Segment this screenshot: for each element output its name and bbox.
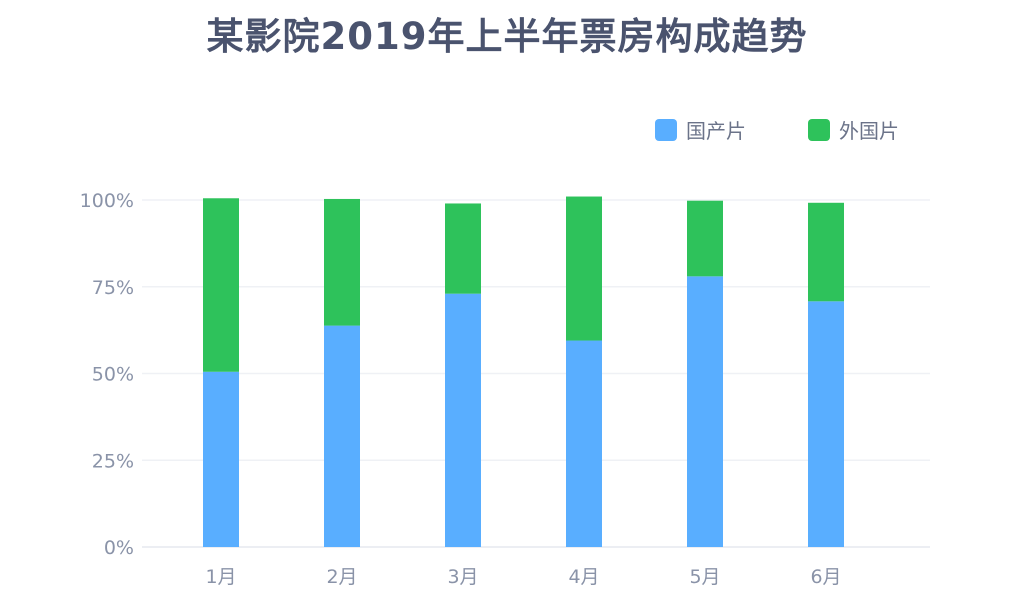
legend-label: 外国片	[839, 119, 899, 143]
y-axis-ticks: 0% 25% 50% 75% 100%	[80, 190, 134, 559]
y-tick-label: 25%	[92, 450, 134, 472]
chart-title: 某影院2019年上半年票房构成趋势	[206, 15, 808, 58]
bar-domestic	[687, 276, 723, 547]
legend-swatch	[808, 119, 830, 141]
x-axis-ticks: 1月 2月 3月 4月 5月 6月	[205, 566, 841, 588]
x-tick-label: 4月	[568, 566, 599, 588]
grid-lines	[142, 199, 930, 548]
bar-domestic	[324, 325, 360, 547]
bar-foreign	[687, 200, 723, 277]
bar-domestic	[203, 371, 239, 547]
bar-foreign	[566, 196, 602, 341]
y-tick-label: 75%	[92, 277, 134, 299]
bar-foreign	[445, 203, 481, 294]
bar-domestic	[445, 293, 481, 547]
bar-foreign	[203, 198, 239, 372]
x-tick-label: 2月	[326, 566, 357, 588]
bar-foreign	[808, 202, 844, 302]
y-tick-label: 100%	[80, 190, 134, 212]
x-tick-label: 3月	[447, 566, 478, 588]
legend-label: 国产片	[686, 119, 746, 143]
bar-domestic	[566, 340, 602, 547]
bar-foreign	[324, 198, 360, 326]
legend-swatch	[655, 119, 677, 141]
bar-domestic	[808, 301, 844, 547]
bars	[203, 196, 844, 547]
x-tick-label: 1月	[205, 566, 236, 588]
x-tick-label: 6月	[810, 566, 841, 588]
y-tick-label: 50%	[92, 364, 134, 386]
y-tick-label: 0%	[104, 537, 134, 559]
x-tick-label: 5月	[689, 566, 720, 588]
legend: 国产片 外国片	[655, 119, 899, 143]
